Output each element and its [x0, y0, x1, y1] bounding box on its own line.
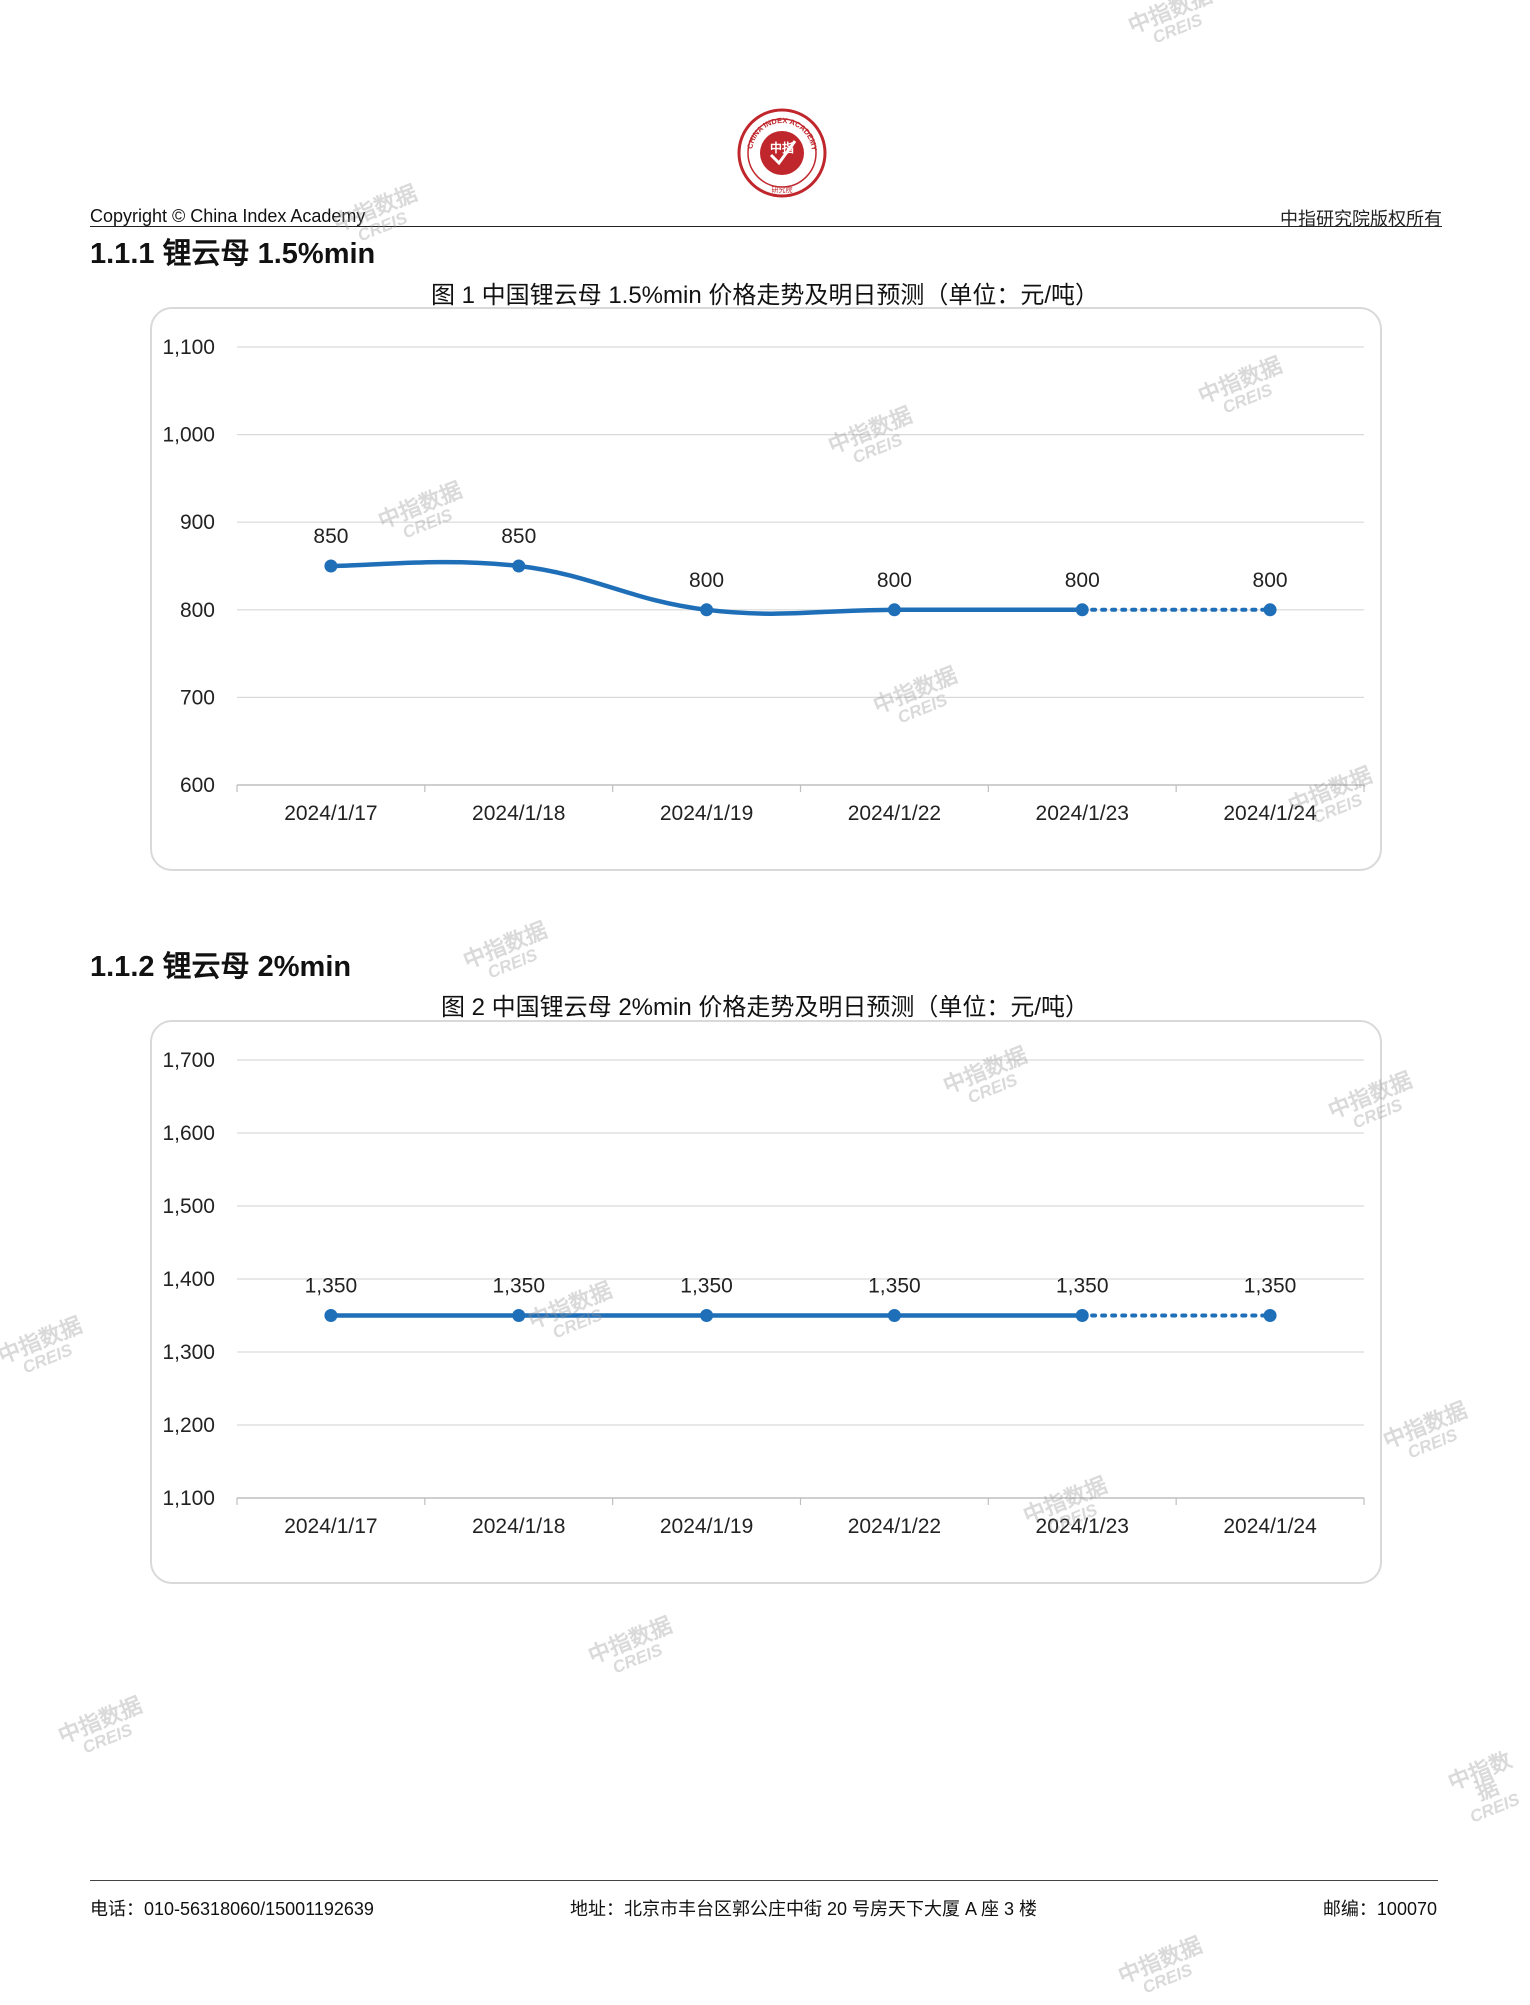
watermark: 中指数据 CREIS	[1379, 1397, 1471, 1463]
x-tick-label: 2024/1/17	[284, 1515, 377, 1538]
x-tick-label: 2024/1/17	[284, 802, 377, 825]
watermark: 中指数据 CREIS	[1114, 1932, 1206, 1998]
x-tick-label: 2024/1/22	[848, 1515, 941, 1538]
data-label: 1,350	[492, 1275, 545, 1298]
y-tick-label: 600	[180, 774, 215, 797]
data-point	[512, 1309, 526, 1322]
chart-container-1: 600 700 800 900 1,000 1,100 2024/1/17 2024/1/18…	[150, 307, 1382, 871]
watermark: 中指数据 CREIS	[584, 1612, 676, 1678]
y-tick-label: 1,500	[162, 1195, 215, 1218]
data-label: 800	[1065, 569, 1100, 592]
y-tick-label: 1,600	[162, 1122, 215, 1145]
price-chart-1: 600 700 800 900 1,000 1,100 2024/1/17 2024/1/18…	[162, 336, 1365, 825]
y-tick-label: 1,700	[162, 1049, 215, 1072]
footer-address: 地址：北京市丰台区郭公庄中街 20 号房天下大厦 A 座 3 楼	[570, 1899, 1038, 1919]
x-tick-label: 2024/1/18	[472, 802, 565, 825]
data-label: 800	[1253, 569, 1288, 592]
data-label: 1,350	[868, 1275, 921, 1298]
data-point	[1075, 1309, 1089, 1322]
y-tick-label: 700	[180, 686, 215, 709]
data-point	[512, 559, 526, 573]
data-point	[887, 603, 901, 617]
footer-phone: 电话：010-56318060/15001192639	[90, 1899, 374, 1919]
data-label: 800	[877, 569, 912, 592]
china-index-academy-logo: CHINA INDEX ACADEMY 中指 研究院	[737, 108, 827, 198]
y-tick-label: 1,100	[162, 336, 215, 359]
y-tick-label: 1,400	[162, 1268, 215, 1291]
y-tick-label: 800	[180, 599, 215, 622]
data-point	[324, 1309, 338, 1322]
price-chart-2: 1,100 1,200 1,300 1,400 1,500 1,600 1,700 2024/…	[162, 1049, 1365, 1538]
data-point	[324, 559, 338, 573]
data-point	[1263, 1309, 1277, 1322]
data-point	[1263, 603, 1277, 617]
y-tick-label: 1,100	[162, 1487, 215, 1510]
figure-title-2: 图 2 中国锂云母 2%min 价格走势及明日预测（单位：元/吨）	[440, 994, 1090, 1021]
x-tick-label: 2024/1/22	[848, 802, 941, 825]
watermark: 中指数据 CREIS	[1444, 1747, 1523, 1827]
figure-title-1: 图 1 中国锂云母 1.5%min 价格走势及明日预测（单位：元/吨）	[430, 282, 1100, 309]
data-point	[700, 603, 714, 617]
x-tick-label: 2024/1/24	[1223, 802, 1317, 825]
y-tick-label: 1,300	[162, 1341, 215, 1364]
data-point	[1075, 603, 1089, 617]
data-label: 800	[689, 569, 724, 592]
section-title-2: 1.1.2 锂云母 2%min	[90, 951, 352, 983]
data-label: 1,350	[1056, 1275, 1109, 1298]
data-label: 1,350	[305, 1275, 358, 1298]
watermark: 中指数据 CREIS	[459, 917, 551, 983]
data-label: 850	[313, 525, 348, 548]
x-tick-label: 2024/1/18	[472, 1515, 565, 1538]
x-tick-label: 2024/1/19	[660, 1515, 753, 1538]
watermark: 中指数据 CREIS	[1124, 0, 1216, 48]
copyright-text: Copyright © China Index Academy	[90, 206, 366, 226]
y-tick-label: 1,200	[162, 1414, 215, 1437]
watermark: 中指数据 CREIS	[0, 1312, 86, 1378]
x-tick-label: 2024/1/23	[1036, 802, 1129, 825]
logo-bottom-text: 研究院	[772, 185, 793, 194]
data-label: 1,350	[680, 1275, 733, 1298]
chart-container-2: 1,100 1,200 1,300 1,400 1,500 1,600 1,700 2024/…	[150, 1020, 1382, 1584]
header-divider	[90, 226, 1442, 227]
data-point	[887, 1309, 901, 1322]
x-tick-label: 2024/1/24	[1223, 1515, 1317, 1538]
watermark: 中指数据 CREIS	[54, 1692, 146, 1758]
footer-postcode: 邮编：100070	[1322, 1899, 1437, 1919]
x-tick-label: 2024/1/23	[1036, 1515, 1129, 1538]
section-title-1: 1.1.1 锂云母 1.5%min	[90, 238, 376, 270]
y-tick-label: 900	[180, 511, 215, 534]
data-label: 1,350	[1244, 1275, 1297, 1298]
y-tick-label: 1,000	[162, 424, 215, 447]
x-tick-label: 2024/1/19	[660, 802, 753, 825]
footer-divider	[90, 1880, 1438, 1881]
data-point	[700, 1309, 714, 1322]
rights-text: 中指研究院版权所有	[1280, 209, 1442, 230]
data-label: 850	[501, 525, 536, 548]
logo-inner-text: 中指	[770, 140, 794, 155]
